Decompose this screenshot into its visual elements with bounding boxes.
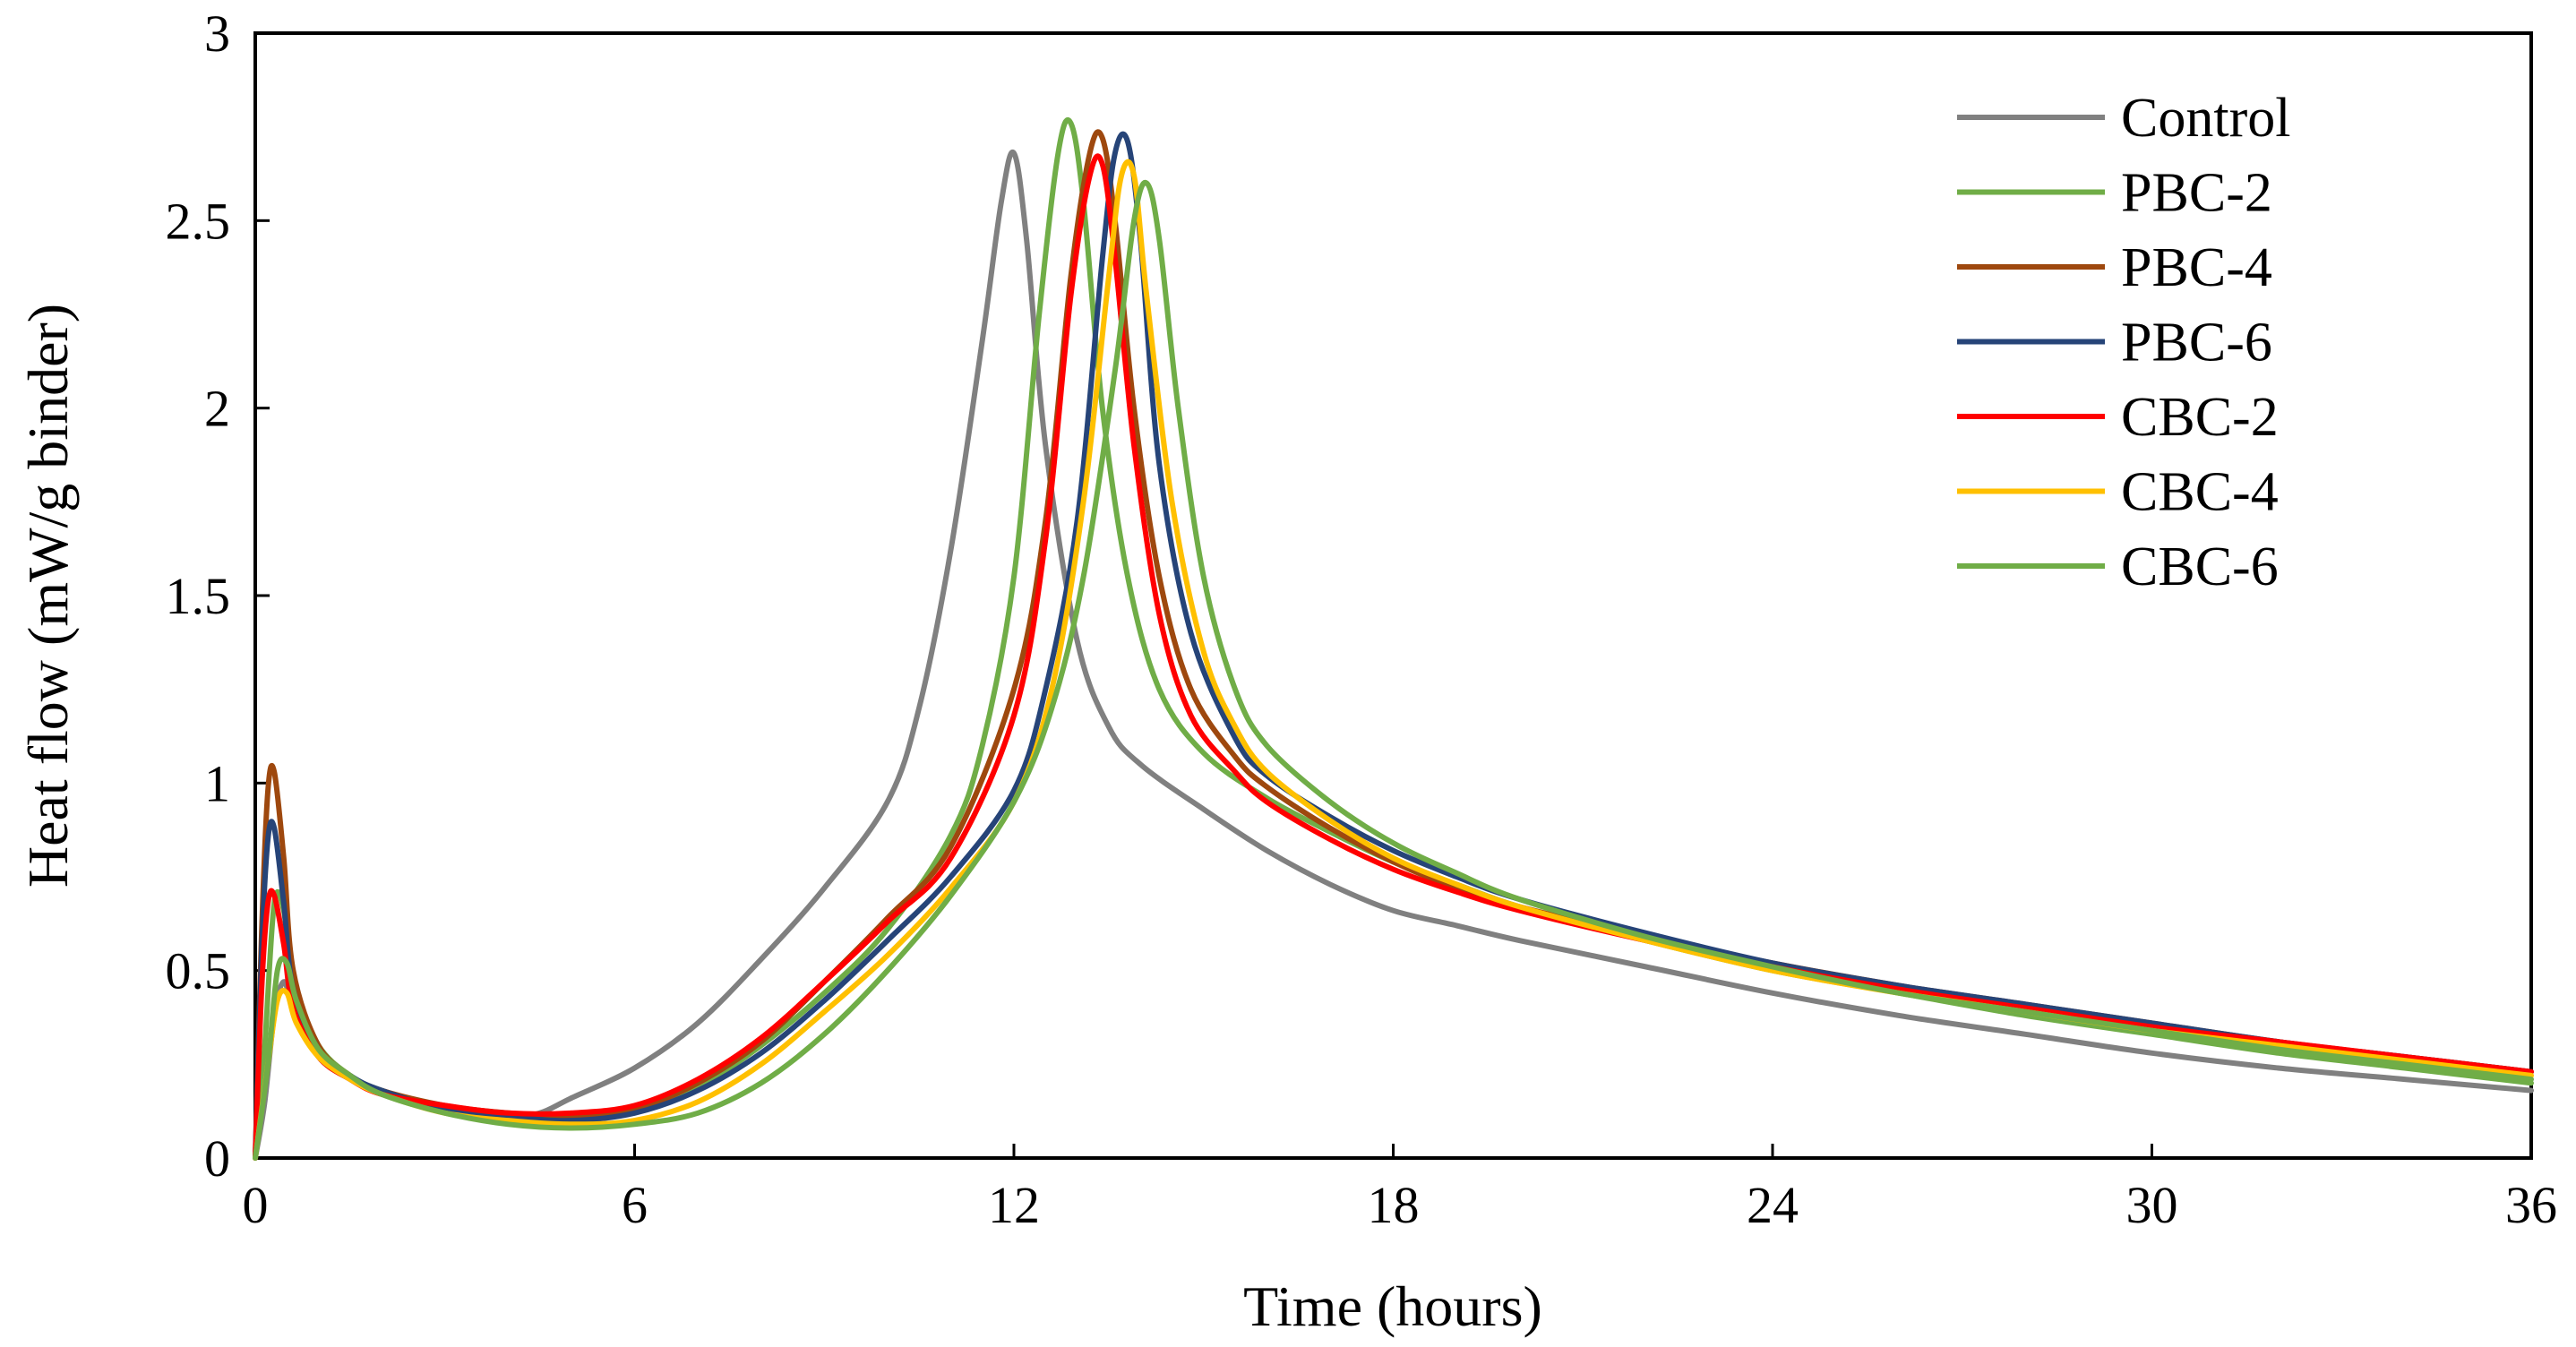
series-lines: [253, 116, 2534, 1161]
series-line-cbc-2: [253, 153, 2534, 1161]
x-tick-label: 30: [2126, 1176, 2178, 1234]
legend-label-cbc-2: CBC-2: [2121, 387, 2279, 448]
legend-label-control: Control: [2121, 88, 2290, 149]
series-line-cbc-6: [253, 179, 2534, 1161]
y-tick-label: 3: [204, 4, 230, 63]
x-tick-label: 24: [1747, 1176, 1799, 1234]
series-line-cbc-4: [253, 159, 2534, 1161]
x-tick-label: 36: [2505, 1176, 2557, 1234]
y-tick-label: 0: [204, 1129, 230, 1188]
y-axis-label: Heat flow (mW/g binder): [16, 304, 80, 888]
legend-label-pbc-4: PBC-4: [2121, 237, 2272, 298]
legend-label-pbc-6: PBC-6: [2121, 313, 2272, 373]
x-tick-label: 12: [988, 1176, 1040, 1234]
y-tick-label: 0.5: [166, 942, 231, 1000]
series-line-control: [253, 149, 2534, 1161]
y-tick-label: 2.5: [166, 192, 231, 250]
legend-label-cbc-6: CBC-6: [2121, 536, 2279, 597]
legend: Control PBC-2 PBC-4 PBC-6 CBC-2 CBC-4 CBC-6: [1957, 88, 2290, 597]
x-tick-label: 6: [622, 1176, 648, 1234]
legend-label-cbc-4: CBC-4: [2121, 462, 2279, 523]
x-tick-label: 0: [243, 1176, 269, 1234]
y-tick-label: 2: [204, 380, 230, 438]
x-axis-label: Time (hours): [1243, 1274, 1542, 1338]
y-tick-label: 1.5: [166, 567, 231, 625]
y-tick-label: 1: [204, 754, 230, 812]
x-tick-label: 18: [1368, 1176, 1420, 1234]
tick-labels: 0 6 12 18 24 30 36 0 0.5 1 1.5 2 2.5 3: [166, 4, 2558, 1234]
legend-label-pbc-2: PBC-2: [2121, 163, 2272, 224]
